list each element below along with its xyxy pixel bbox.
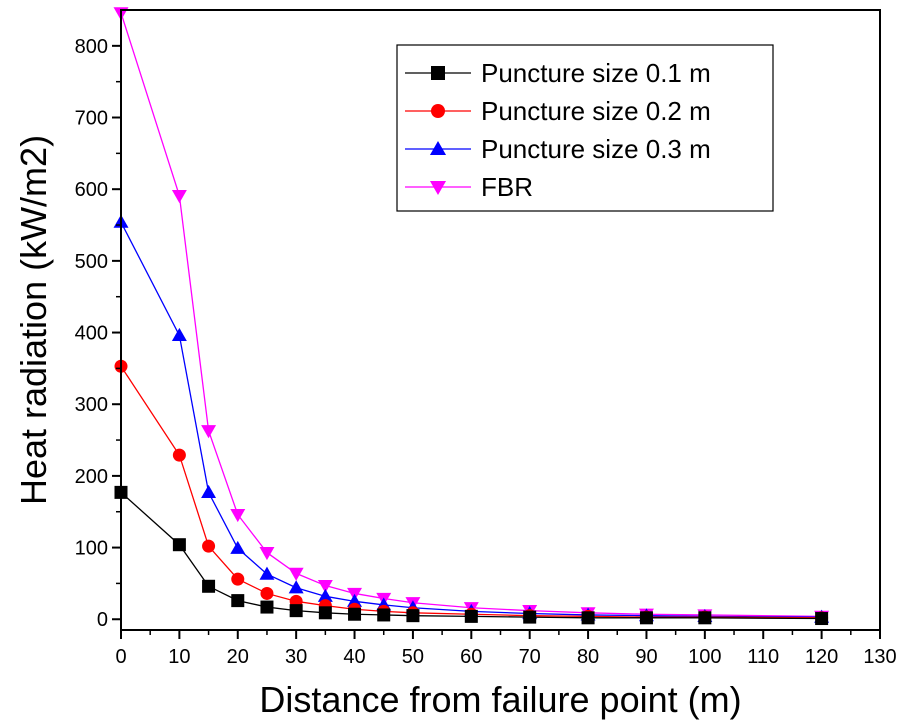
data-point xyxy=(288,567,304,581)
y-tick-label: 100 xyxy=(75,538,108,560)
data-point xyxy=(348,607,362,621)
legend-items: Puncture size 0.1 m Puncture size 0.2 m Pu… xyxy=(405,58,711,202)
series-2 xyxy=(113,214,830,623)
x-tick-label: 70 xyxy=(519,646,541,668)
x-tick-label: 30 xyxy=(285,646,307,668)
series-1 xyxy=(114,359,829,625)
x-tick-label: 20 xyxy=(227,646,249,668)
data-point xyxy=(171,190,187,204)
data-point xyxy=(230,508,246,523)
data-point xyxy=(289,604,303,618)
data-point xyxy=(260,600,274,614)
data-point xyxy=(523,610,537,624)
legend-marker xyxy=(429,180,447,196)
x-tick-label: 10 xyxy=(168,646,190,668)
legend-marker xyxy=(431,66,445,80)
x-tick-label: 120 xyxy=(805,646,838,668)
y-tick-label: 700 xyxy=(75,108,108,130)
y-tick-label: 0 xyxy=(97,609,108,631)
data-point xyxy=(317,588,333,602)
series-0 xyxy=(114,485,829,626)
data-point xyxy=(288,580,304,594)
legend-marker xyxy=(431,104,445,118)
x-tick-label: 100 xyxy=(688,646,721,668)
data-point xyxy=(201,484,217,498)
series-line xyxy=(120,221,822,618)
y-tick-label: 400 xyxy=(75,323,108,345)
series-line xyxy=(120,365,822,619)
x-tick-label: 130 xyxy=(863,646,896,668)
data-point xyxy=(259,546,275,561)
x-tick-label: 80 xyxy=(577,646,599,668)
data-point xyxy=(260,586,274,600)
y-tick-label: 300 xyxy=(75,394,108,416)
y-axis-title: Heat radiation (kW/m2) xyxy=(13,135,54,505)
data-point xyxy=(231,594,245,608)
legend-label: Puncture size 0.3 m xyxy=(481,134,711,164)
y-tick-label: 800 xyxy=(75,36,108,58)
data-point xyxy=(172,448,186,462)
y-tick-label: 200 xyxy=(75,466,108,488)
data-point xyxy=(172,538,186,552)
data-point xyxy=(347,593,363,607)
x-tick-label: 110 xyxy=(747,646,779,668)
legend-marker xyxy=(429,140,447,156)
data-point xyxy=(581,611,595,625)
legend-item: Puncture size 0.1 m xyxy=(405,58,711,88)
data-point xyxy=(201,425,217,439)
x-tick-label: 40 xyxy=(343,646,365,668)
data-point xyxy=(639,611,653,625)
legend-label: Puncture size 0.1 m xyxy=(481,58,711,88)
x-axis: 0 10 20 30 40 50 60 70 80 90 100 110 120 130 xyxy=(115,630,897,668)
y-tick-label: 500 xyxy=(75,251,108,273)
y-axis: 0 100 200 300 400 500 600 700 800 xyxy=(75,36,121,631)
series-line xyxy=(120,491,822,620)
data-point xyxy=(377,608,391,622)
x-tick-label: 50 xyxy=(402,646,424,668)
data-point xyxy=(202,539,216,553)
data-point xyxy=(202,579,216,593)
data-point xyxy=(230,540,246,554)
x-tick-label: 0 xyxy=(115,646,126,668)
data-point xyxy=(259,566,275,580)
data-point xyxy=(318,606,332,620)
data-point xyxy=(231,572,245,586)
x-axis-title: Distance from failure point (m) xyxy=(259,679,741,720)
legend-label: FBR xyxy=(481,172,533,202)
legend-item: FBR xyxy=(405,172,533,202)
data-point xyxy=(464,609,478,623)
y-tick-label: 600 xyxy=(75,179,108,201)
x-tick-label: 60 xyxy=(460,646,482,668)
x-tick-label: 90 xyxy=(635,646,657,668)
data-point xyxy=(698,611,712,625)
legend-item: Puncture size 0.2 m xyxy=(405,96,711,126)
data-point xyxy=(815,612,829,626)
legend: Puncture size 0.1 m Puncture size 0.2 m Pu… xyxy=(396,44,774,212)
data-point xyxy=(406,609,420,623)
series-layer xyxy=(113,7,830,626)
data-point xyxy=(317,579,333,594)
legend-item: Puncture size 0.3 m xyxy=(405,134,711,164)
series-line xyxy=(120,12,822,618)
data-point xyxy=(171,327,187,342)
legend-label: Puncture size 0.2 m xyxy=(481,96,711,126)
